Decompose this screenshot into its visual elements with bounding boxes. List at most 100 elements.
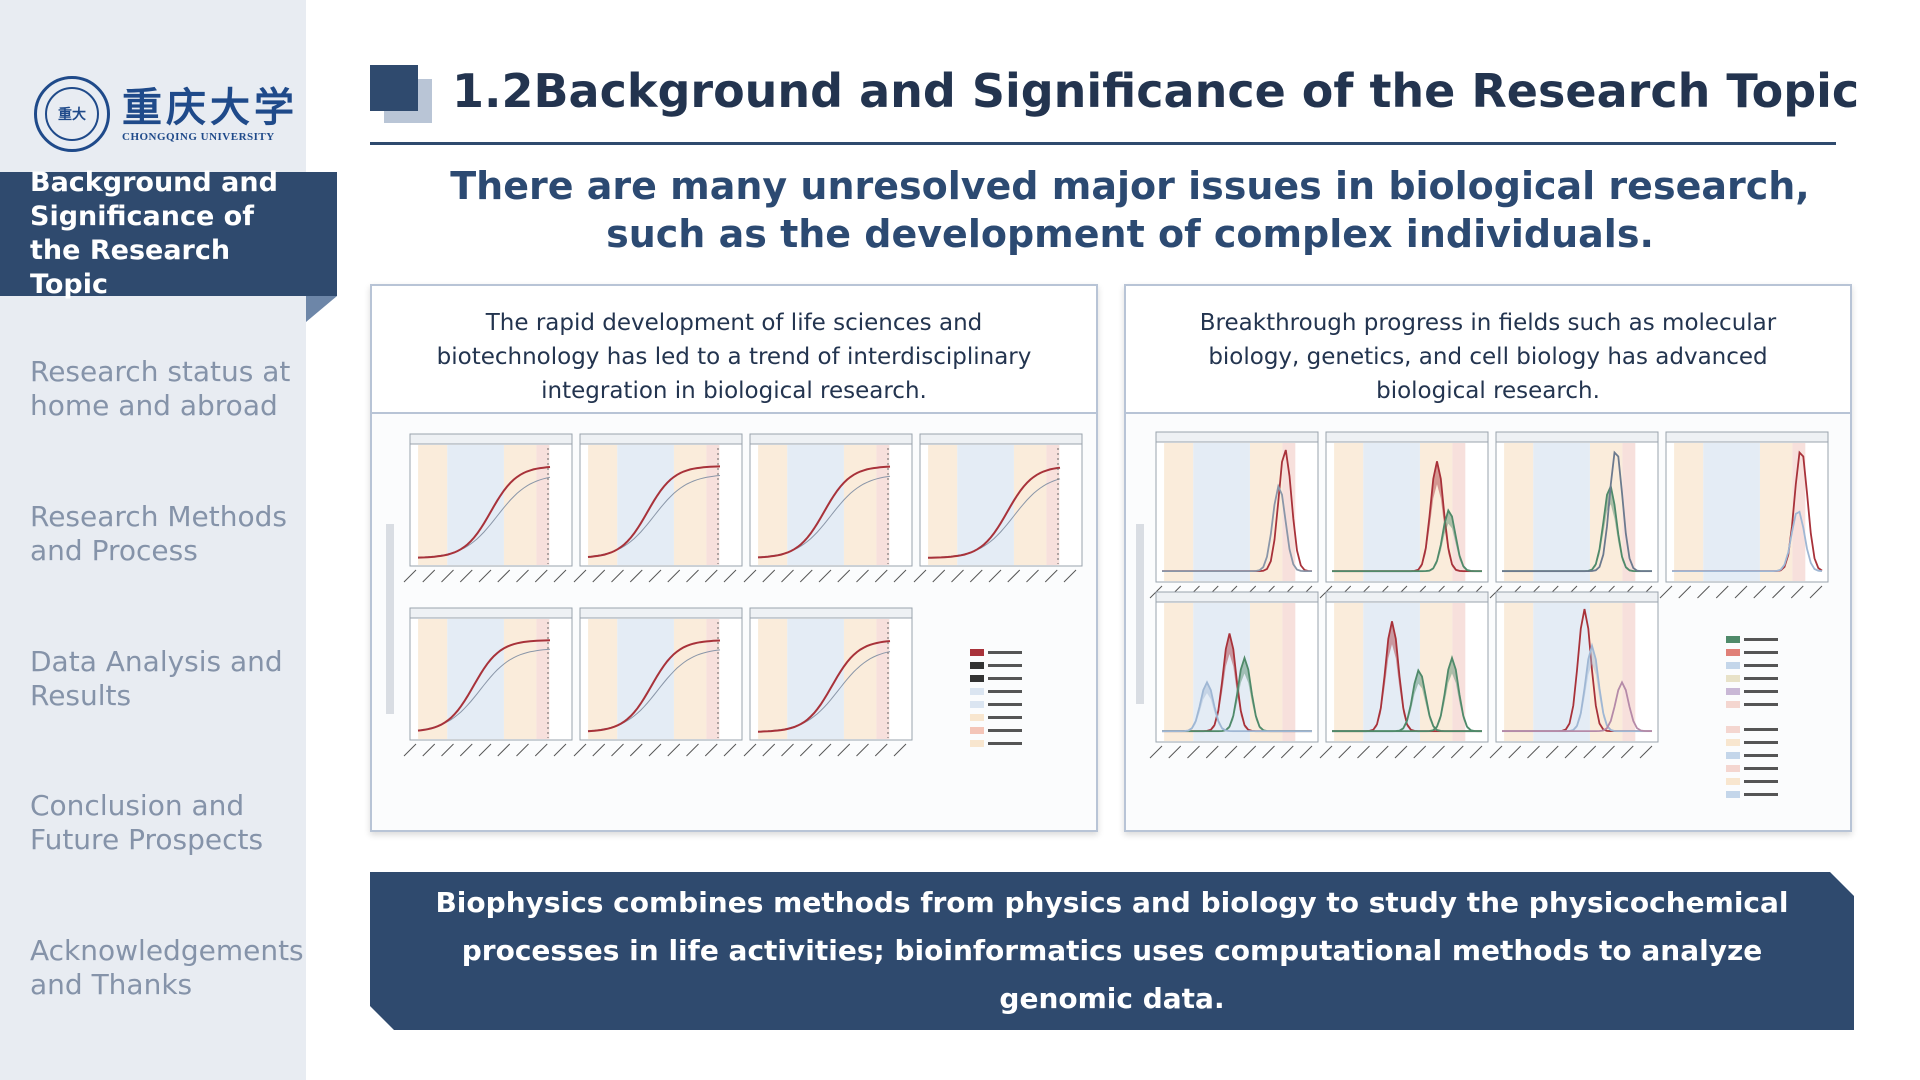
figure-peak-line xyxy=(1502,680,1652,732)
figure-legend-label xyxy=(1744,780,1778,783)
nav-item-acknowledgements[interactable]: Acknowledgements and Thanks xyxy=(30,934,304,1001)
figure-legend-label xyxy=(1744,793,1778,796)
figure-tick-label xyxy=(1338,745,1352,759)
figure-tick-label xyxy=(723,569,737,583)
figure-tick-label xyxy=(837,569,851,583)
figure-band xyxy=(1419,603,1453,741)
figure-tick-label xyxy=(629,569,643,583)
figure-tick-label xyxy=(762,569,776,583)
figure-tick-label xyxy=(723,743,737,757)
figure-tick-label xyxy=(1187,745,1200,759)
figure-tick-label xyxy=(1715,585,1729,599)
figure-panel-header xyxy=(749,607,913,619)
figure-panel-header xyxy=(579,607,743,619)
figure-legend-label xyxy=(988,677,1022,680)
figure-tick-label xyxy=(1489,745,1503,759)
growth-curves-figure xyxy=(386,433,1083,757)
figure-tick-label xyxy=(874,569,888,583)
figure-tick-label xyxy=(951,569,964,583)
figure-tick-label xyxy=(1809,585,1823,599)
figure-band xyxy=(588,445,618,565)
figure-tick-label xyxy=(1262,745,1275,759)
figure-band xyxy=(1334,603,1364,741)
figure-tick-label xyxy=(611,743,624,757)
figure-panel-header xyxy=(1325,591,1489,603)
figure-band xyxy=(1674,443,1704,581)
figure-band xyxy=(1622,603,1636,741)
figure-tick-label xyxy=(592,569,606,583)
figure-tick-label xyxy=(441,569,454,583)
figure-tick-label xyxy=(648,569,662,583)
figure-tick-label xyxy=(611,569,624,583)
figure-legend-swatch xyxy=(1726,675,1740,682)
figure-curve-primary xyxy=(417,466,551,559)
figure-tick-label xyxy=(1280,745,1294,759)
sidebar: 重大 重庆大学 CHONGQING UNIVERSITY Background … xyxy=(0,0,337,1080)
figure-tick-label xyxy=(1508,745,1522,759)
figure-band xyxy=(1759,443,1793,581)
figure-tick-label xyxy=(573,569,587,583)
figure-legend-label xyxy=(1744,767,1778,770)
university-seal-text: 重大 xyxy=(45,87,99,141)
figure-tick-label xyxy=(497,569,511,583)
figure-tick-label xyxy=(856,743,869,757)
figure-tick-label xyxy=(1697,585,1710,599)
figure-tick-label xyxy=(553,569,567,583)
figure-tick-label xyxy=(1527,745,1540,759)
figure-band xyxy=(447,619,504,739)
nav-item-research-methods[interactable]: Research Methods and Process xyxy=(30,500,287,567)
figure-tick-label xyxy=(1564,745,1578,759)
figure-legend-swatch xyxy=(1726,752,1740,759)
figure-tick-label xyxy=(1007,569,1021,583)
figure-band xyxy=(1504,603,1534,741)
figure-tick-label xyxy=(441,743,454,757)
figure-tick-label xyxy=(743,743,757,757)
nav-item-conclusion[interactable]: Conclusion and Future Prospects xyxy=(30,789,264,856)
figure-legend-swatch xyxy=(1726,701,1740,708)
figure-band xyxy=(876,619,890,739)
figure-tick-label xyxy=(422,569,436,583)
figure-band xyxy=(1703,443,1760,581)
figure-band xyxy=(503,445,537,565)
figure-legend-label xyxy=(1744,651,1778,654)
figure-curve-primary xyxy=(757,465,891,559)
card-caption: Breakthrough progress in fields such as … xyxy=(1126,286,1850,414)
figure-y-axis-label xyxy=(386,524,394,714)
figure-tick-label xyxy=(1772,585,1785,599)
figure-panel-header xyxy=(409,433,573,445)
figure-tick-label xyxy=(1357,745,1370,759)
nav-item-research-status[interactable]: Research status at home and abroad xyxy=(30,355,291,422)
figure-tick-label xyxy=(837,743,851,757)
figure-tick-label xyxy=(497,743,511,757)
figure-tick-label xyxy=(781,569,794,583)
figure-legend-swatch xyxy=(1726,765,1740,772)
figure-legend-label xyxy=(1744,690,1778,693)
figure-tick-label xyxy=(1602,745,1615,759)
figure-band xyxy=(758,445,788,565)
figure-tick-label xyxy=(1044,569,1058,583)
university-name-en: CHONGQING UNIVERSITY xyxy=(122,131,275,143)
figure-tick-label xyxy=(1299,745,1313,759)
figure-legend-label xyxy=(1744,703,1778,706)
nav-item-data-analysis[interactable]: Data Analysis and Results xyxy=(30,645,283,712)
figure-tick-label xyxy=(1205,745,1219,759)
figure-peak-line xyxy=(1502,450,1652,572)
figure-tick-label xyxy=(988,569,1002,583)
slide-subtitle: There are many unresolved major issues i… xyxy=(450,164,1810,256)
figure-panel-header xyxy=(1155,591,1319,603)
figure-band xyxy=(673,445,707,565)
figure-tick-label xyxy=(799,569,813,583)
page-title: 1.2Background and Significance of the Re… xyxy=(452,64,1860,118)
figure-tick-label xyxy=(629,743,643,757)
figure-legend-swatch xyxy=(970,649,984,656)
figure-tick-label xyxy=(743,569,757,583)
figure-legend-label xyxy=(1744,638,1778,641)
figure-tick-label xyxy=(1149,745,1163,759)
figure-band xyxy=(1363,443,1420,581)
figure-tick-label xyxy=(1432,745,1445,759)
figure-band xyxy=(928,445,958,565)
figure-legend-swatch xyxy=(1726,662,1740,669)
figure-tick-label xyxy=(1394,745,1408,759)
figure-tick-label xyxy=(1639,745,1653,759)
nav-item-background-active[interactable]: Background and Significance of the Resea… xyxy=(0,167,337,300)
